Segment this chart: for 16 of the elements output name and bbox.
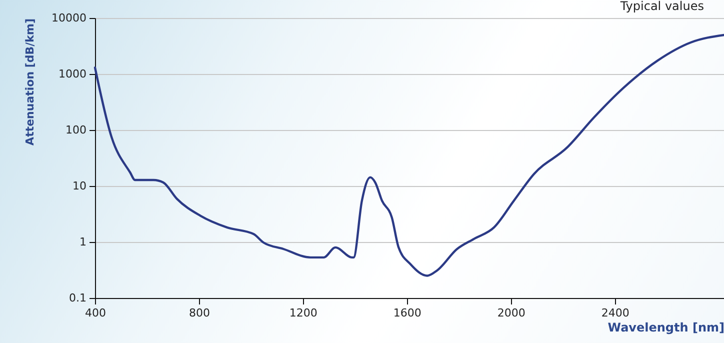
y-tick-label: 10000 [52,12,86,24]
x-tick-label: 1200 [289,306,318,320]
y-tick-label: 1 [80,236,86,248]
text: Typical values [619,0,704,13]
x-tick-label: 1600 [393,306,422,320]
x-tick-label: 2400 [601,306,630,320]
x-axis-title: Wavelength [nm] [608,320,724,334]
x-tick-label: 2000 [497,306,526,320]
line-series [94,34,724,277]
x-tick-label: 800 [188,306,210,320]
y-axis-title: Attenuation [dB/km] [24,18,36,146]
y-tick-label: 100 [66,124,86,136]
x-tick-label: 400 [85,306,106,320]
y-tick-label: 10 [72,180,86,192]
y-tick-label: 1000 [58,68,86,80]
y-tick-label: 0.1 [69,292,86,304]
